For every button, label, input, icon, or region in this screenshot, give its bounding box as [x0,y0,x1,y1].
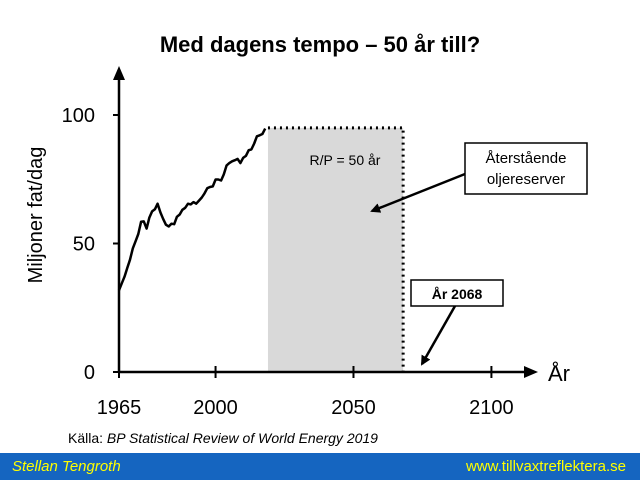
y-tick-label: 100 [62,105,95,127]
x-axis-label: År [548,361,570,386]
reserves-callout-box [464,142,588,195]
chart-title: Med dagens tempo – 50 år till? [160,32,480,57]
rp-label: R/P = 50 år [310,152,381,168]
year-callout-arrow [420,305,457,366]
source-prefix: Källa: [68,430,107,446]
year-callout-box [410,279,504,307]
y-axis-arrowhead [113,66,125,80]
x-axis-arrowhead [524,366,538,378]
x-tick-label: 2050 [331,397,376,419]
year-callout-label: År 2068 [432,286,483,302]
y-tick-label: 0 [84,362,95,384]
reserves-callout-line1: Återstående [486,150,567,167]
x-tick-label: 2100 [469,397,514,419]
y-axis-label: Miljoner fat/dag [25,147,47,284]
source-note: Källa: BP Statistical Review of World En… [68,430,378,446]
reserves-callout-arrow [370,172,466,213]
source-title: BP Statistical Review of World Energy 20… [107,430,378,446]
reserves-callout-line2: oljereserver [487,171,565,188]
footer-bar: Stellan Tengroth www.tillvaxtreflektera.… [0,453,640,480]
x-tick-label: 1965 [97,397,142,419]
x-tick-label: 2000 [193,397,238,419]
website-link[interactable]: www.tillvaxtreflektera.se [465,458,626,475]
reserves-shaded-area [267,127,404,372]
y-tick-label: 50 [73,234,95,256]
production-series-line [117,128,267,291]
author-name: Stellan Tengroth [12,458,121,475]
chart: Med dagens tempo – 50 år till? 0 50 100 196… [25,32,588,446]
